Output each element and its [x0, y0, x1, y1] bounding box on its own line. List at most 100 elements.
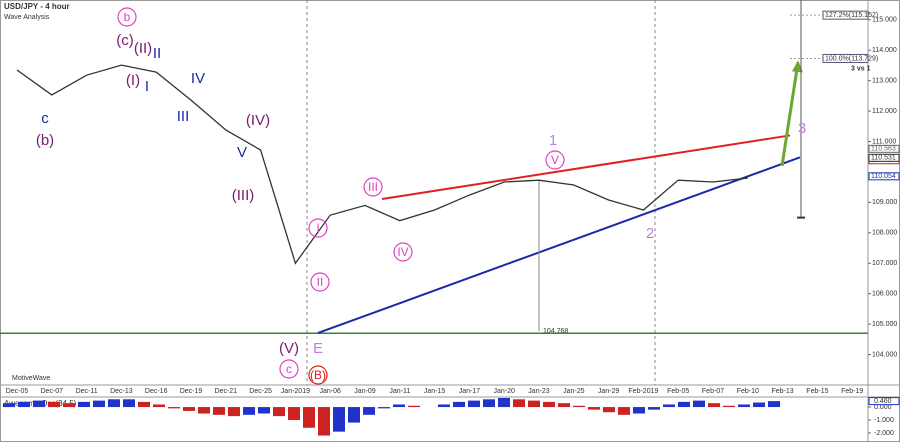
osc-bar — [93, 400, 105, 408]
x-tick-label: Jan-25 — [563, 388, 585, 395]
osc-bar — [63, 403, 75, 408]
osc-bar — [243, 407, 255, 415]
wave-label: II — [317, 275, 324, 289]
arrow-head — [792, 60, 803, 73]
price-box — [868, 172, 900, 181]
osc-bar — [288, 407, 300, 420]
osc-bar — [738, 404, 750, 408]
x-tick-label: Jan-20 — [493, 388, 515, 395]
osc-last-box — [868, 397, 900, 406]
osc-bar — [348, 407, 360, 423]
osc-bar — [183, 407, 195, 411]
osc-bar — [138, 401, 150, 408]
osc-bar — [438, 404, 450, 408]
wave-label: III — [177, 108, 190, 125]
osc-bar — [693, 400, 705, 408]
osc-bar — [768, 401, 780, 408]
y-tick-label: 109.000 — [872, 199, 897, 206]
fib-box — [822, 10, 869, 20]
osc-bar — [588, 407, 600, 410]
osc-bar — [678, 401, 690, 408]
wave-label: V — [551, 153, 559, 167]
wave-label: I — [145, 78, 149, 95]
osc-bar — [123, 399, 135, 408]
osc-tick-label: -2.000 — [874, 430, 894, 437]
price-box — [868, 144, 900, 153]
osc-bar — [708, 403, 720, 408]
price-box-label: 110.054 — [871, 173, 896, 180]
x-tick-label: Feb-05 — [667, 388, 689, 395]
osc-bar — [633, 407, 645, 414]
projection-arrow — [780, 62, 800, 167]
osc-bar — [153, 404, 165, 408]
osc-bar — [558, 403, 570, 408]
osc-bar — [498, 398, 510, 408]
x-tick-label: Feb-13 — [772, 388, 794, 395]
x-tick-label: Jan-06 — [319, 388, 341, 395]
price-line — [16, 64, 748, 265]
osc-bar — [573, 405, 585, 408]
wave-circle — [308, 365, 328, 385]
y-tick-label: 104.000 — [872, 351, 897, 358]
wave-label: I — [316, 221, 319, 235]
x-tick-label: Dec-25 — [249, 388, 272, 395]
osc-bar — [528, 400, 540, 408]
osc-bar — [603, 407, 615, 413]
wave-label: II — [153, 45, 161, 62]
osc-bar — [273, 407, 285, 417]
x-tick-label: Dec-19 — [180, 388, 203, 395]
x-tick-label: Feb-15 — [806, 388, 828, 395]
osc-bar — [228, 407, 240, 417]
watermark: MotiveWave — [12, 375, 50, 382]
wave-label: 2 — [646, 225, 654, 242]
osc-bar — [48, 401, 60, 408]
wave-circle — [393, 242, 413, 262]
osc-bar — [33, 400, 45, 408]
wave-label: IV — [191, 70, 205, 87]
fib-box — [822, 53, 869, 63]
wave-label: (I) — [126, 72, 140, 89]
osc-bar — [648, 407, 660, 410]
y-tick-label: 115.000 — [872, 17, 897, 24]
osc-bar — [483, 399, 495, 408]
x-tick-label: Dec-07 — [41, 388, 64, 395]
osc-tick-label: -1.000 — [874, 417, 894, 424]
wave-circle — [363, 177, 383, 197]
x-tick-label: Feb-19 — [841, 388, 863, 395]
price-box-label: 110.531 — [871, 155, 896, 162]
y-tick-label: 108.000 — [872, 230, 897, 237]
x-tick-label: Jan-09 — [354, 388, 376, 395]
osc-bar — [18, 401, 30, 408]
wave-label: 1 — [549, 132, 557, 149]
osc-bar — [303, 407, 315, 428]
osc-bar — [78, 401, 90, 408]
osc-bar — [258, 407, 270, 414]
wave-label: (II) — [134, 40, 152, 57]
y-tick-label: 105.000 — [872, 321, 897, 328]
osc-bar — [168, 407, 180, 409]
price-box — [868, 153, 900, 162]
wave-circle — [117, 7, 137, 27]
x-tick-label: Dec-16 — [145, 388, 168, 395]
chart-title: USD/JPY - 4 hour — [4, 2, 70, 11]
osc-bar — [408, 405, 420, 408]
x-tick-label: Feb-10 — [737, 388, 759, 395]
fib-label: 127.2%(115.152) — [825, 12, 878, 19]
osc-bar — [723, 405, 735, 408]
x-tick-label: Jan-23 — [528, 388, 550, 395]
price-box-label: 110.563 — [871, 146, 896, 153]
wave-circle — [310, 272, 330, 292]
osc-bar — [108, 399, 120, 408]
x-tick-label: Dec-13 — [110, 388, 133, 395]
wave-label: c — [41, 110, 49, 127]
trend-line — [381, 134, 791, 201]
x-tick-label: Jan-17 — [459, 388, 481, 395]
wave-circle — [545, 150, 565, 170]
osc-bar — [378, 407, 390, 409]
osc-bar — [513, 399, 525, 408]
x-tick-label: Jan-11 — [389, 388, 410, 395]
osc-bar — [213, 407, 225, 415]
osc-bar — [468, 400, 480, 408]
wave-label: (III) — [232, 187, 255, 204]
